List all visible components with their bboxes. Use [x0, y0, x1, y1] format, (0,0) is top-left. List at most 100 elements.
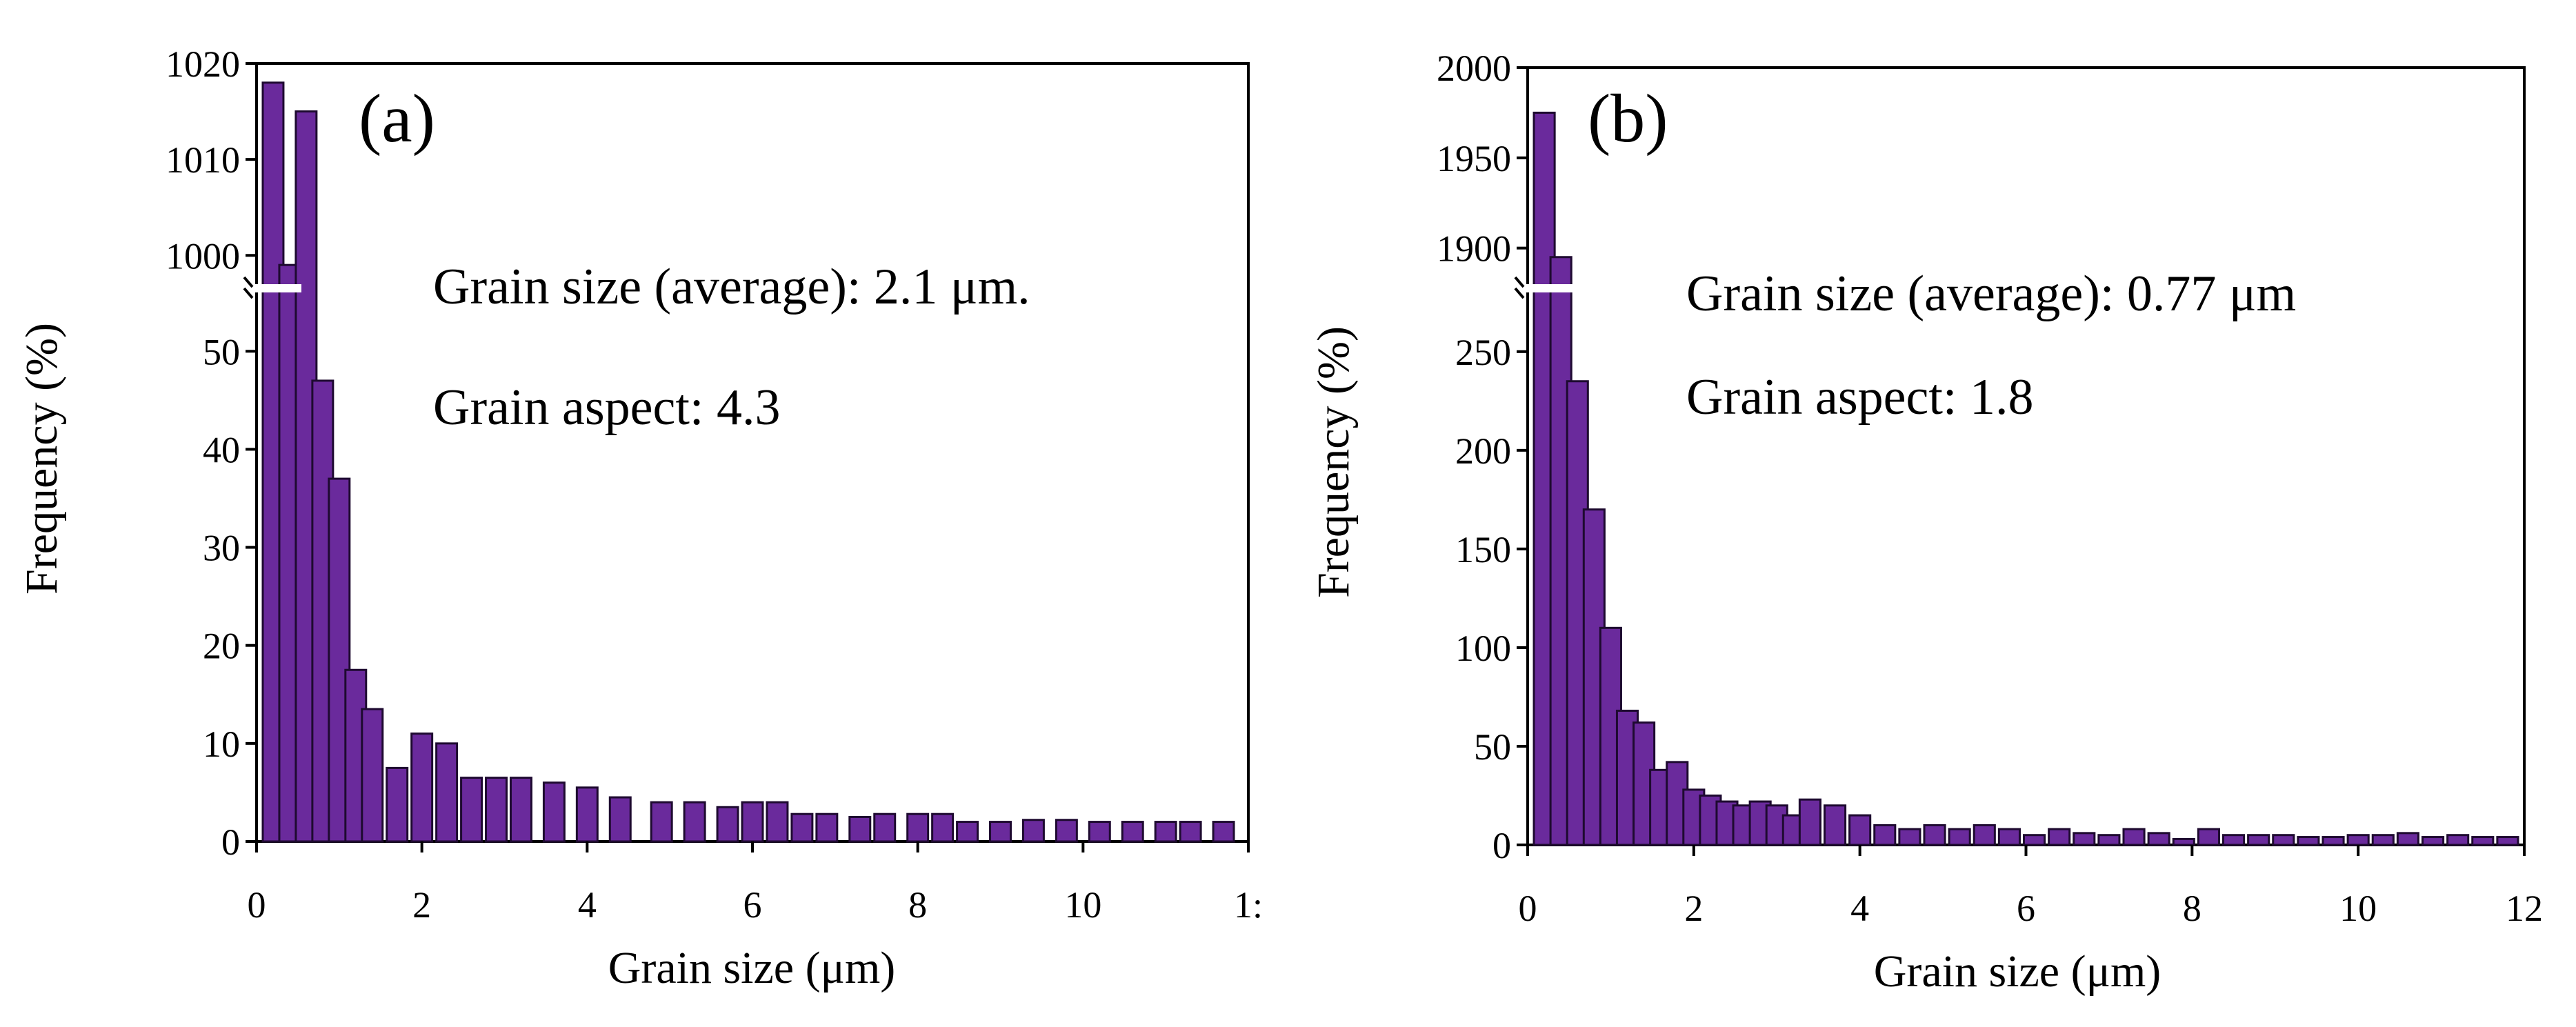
axis-break-mark — [1514, 287, 1525, 299]
histogram-bar — [1088, 821, 1111, 843]
axis-break-mark — [1514, 276, 1525, 288]
y-tick-label: 200 — [1455, 430, 1511, 472]
histogram-bar — [2446, 834, 2470, 846]
y-axis-title: Frequency (%) — [1308, 326, 1359, 598]
histogram-bar — [2322, 836, 2345, 846]
histogram-bar — [1021, 819, 1045, 843]
histogram-bar — [2247, 834, 2270, 846]
chart-panel-2: 0 2 4 6 8 10 12 0 50 100 150 200 250 1900 1950 2000 Grai… — [1308, 48, 2543, 997]
x-tick-label: 12 — [2506, 888, 2543, 929]
y-tick-label: 1020 — [166, 43, 240, 85]
panel-label: (a) — [359, 80, 435, 157]
x-axis-title: Grain size (μm) — [1874, 946, 2161, 997]
histogram-bar — [2122, 828, 2146, 846]
histogram-bar — [2097, 834, 2121, 846]
y-tick-label: 10 — [203, 724, 240, 765]
histogram-bar — [906, 812, 930, 843]
x-tick-label: 1: — [1234, 884, 1263, 926]
histogram-bar — [683, 801, 706, 843]
histogram-bar — [2048, 828, 2071, 846]
histogram-bar — [509, 777, 532, 843]
histogram-bar — [1154, 821, 1177, 843]
y-tick-label: 50 — [1474, 726, 1511, 768]
histogram-bar — [608, 796, 632, 843]
y-tick-label: 1900 — [1437, 228, 1511, 270]
x-tick-label: 2 — [1684, 888, 1703, 929]
x-tick-label: 8 — [2183, 888, 2201, 929]
histogram-bar — [766, 801, 789, 843]
histogram-bar — [2197, 828, 2220, 846]
histogram-bar — [485, 777, 508, 843]
histogram-bar — [741, 801, 764, 843]
histogram-bar — [2396, 832, 2419, 846]
x-tick-label: 10 — [2339, 888, 2377, 929]
y-tick-label: 1950 — [1437, 138, 1511, 179]
y-tick-label: 250 — [1455, 332, 1511, 373]
x-tick-label: 10 — [1064, 884, 1101, 926]
axis-break-mark — [243, 276, 254, 288]
x-tick-label: 6 — [743, 884, 762, 926]
histogram-bar — [1923, 824, 1946, 846]
y-tick-label: 1010 — [166, 139, 240, 181]
histogram-bar — [2073, 832, 2096, 846]
average-grain-size-annotation: Grain size (average): 0.77 μm — [1686, 266, 2296, 322]
y-tick-label: 30 — [203, 528, 240, 569]
histogram-bar — [1055, 819, 1078, 843]
histogram-bar — [2022, 834, 2046, 846]
histogram-bar — [2371, 834, 2395, 846]
histogram-bar — [1823, 804, 1847, 846]
histogram-bar — [1798, 798, 1821, 846]
histogram-bar — [1997, 828, 2021, 846]
y-tick-label: 50 — [203, 331, 240, 372]
histogram-bar — [2496, 836, 2519, 846]
histogram-bar — [790, 812, 814, 843]
histogram-bar — [386, 766, 409, 843]
y-tick-label: 1000 — [166, 235, 240, 277]
histogram-bar — [2172, 837, 2195, 846]
x-tick-label: 6 — [2017, 888, 2035, 929]
grain-aspect-annotation: Grain aspect: 4.3 — [433, 379, 780, 436]
panel-label: (b) — [1588, 80, 1668, 157]
histogram-bar — [410, 732, 434, 843]
histogram-bar — [2147, 832, 2170, 846]
y-tick-label: 2000 — [1437, 48, 1511, 89]
histogram-bar — [1212, 821, 1235, 843]
histogram-bar — [1948, 828, 1971, 846]
histogram-bar — [2471, 836, 2495, 846]
x-tick-label: 4 — [1850, 888, 1869, 929]
histogram-bar — [2421, 836, 2445, 846]
y-tick-label: 0 — [221, 821, 240, 863]
histogram-bar — [815, 812, 839, 843]
histogram-bar — [575, 786, 599, 843]
x-tick-label: 8 — [908, 884, 927, 926]
histogram-bar — [848, 815, 872, 843]
x-tick-label: 0 — [1519, 888, 1537, 929]
histogram-bar — [460, 777, 483, 843]
histogram-bar — [2346, 834, 2370, 846]
histogram-bar — [2221, 834, 2246, 846]
histogram-bar — [956, 821, 979, 843]
histogram-bar — [650, 801, 673, 843]
x-tick-label: 4 — [578, 884, 597, 926]
histogram-bar — [2272, 834, 2295, 846]
histogram-bar — [435, 742, 459, 843]
histogram-bar — [1179, 821, 1202, 843]
average-grain-size-annotation: Grain size (average): 2.1 μm. — [433, 259, 1030, 315]
y-tick-label: 0 — [1492, 825, 1511, 866]
x-tick-label: 2 — [412, 884, 431, 926]
y-tick-label: 100 — [1455, 628, 1511, 669]
histogram-bar — [361, 708, 384, 843]
y-tick-label: 40 — [203, 429, 240, 470]
histogram-bar — [542, 781, 566, 843]
grain-aspect-annotation: Grain aspect: 1.8 — [1686, 369, 2033, 426]
histogram-bar — [2297, 836, 2320, 846]
axis-break-mark — [243, 287, 254, 299]
histogram-bar — [873, 812, 897, 843]
histogram-bar — [716, 806, 739, 843]
histogram-bar — [1973, 824, 1996, 846]
x-axis-title: Grain size (μm) — [608, 943, 896, 993]
histogram-bar — [931, 812, 955, 843]
